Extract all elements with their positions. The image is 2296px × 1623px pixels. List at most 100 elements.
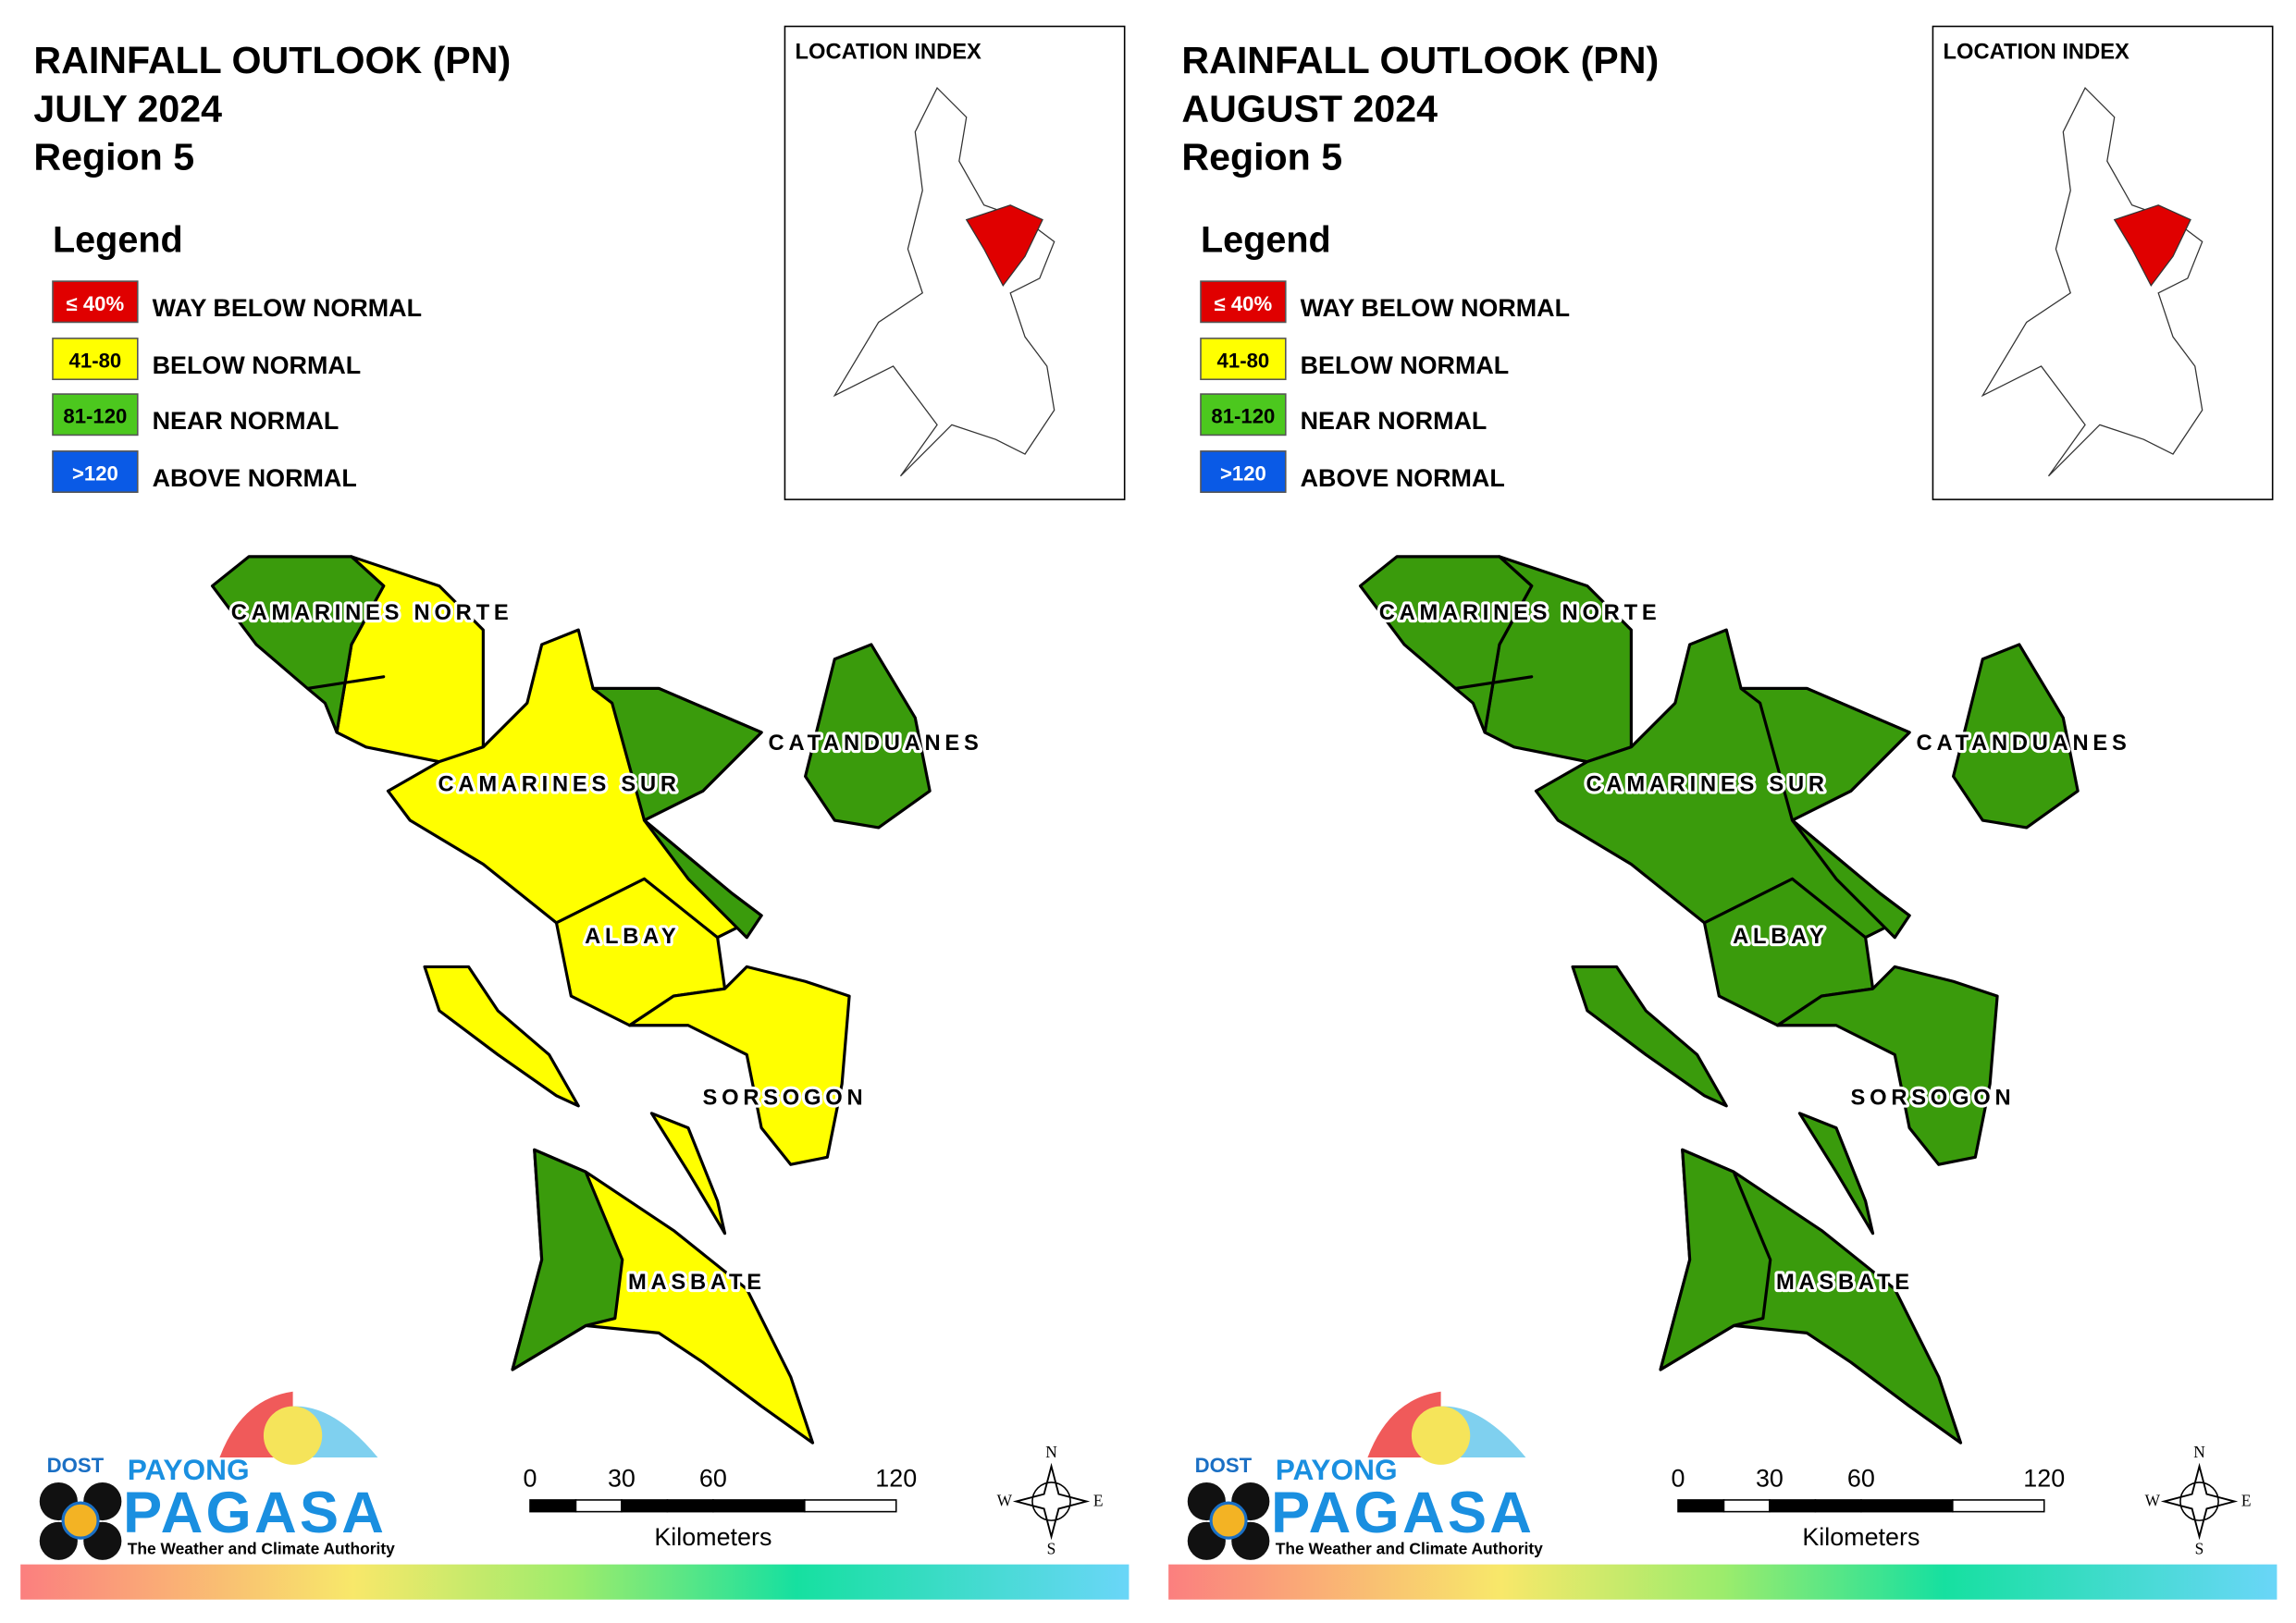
legend-range: 81-120 [1211, 405, 1275, 428]
legend-swatch [52, 450, 139, 493]
logo-dost: DOST [47, 1454, 105, 1477]
compass-ring [2179, 1482, 2219, 1521]
province-label: SORSOGON [1851, 1085, 2016, 1110]
province-label: CATANDUANES [769, 731, 983, 756]
scale-segment [1952, 1499, 2045, 1513]
logo-pagasa: PAGASA [1271, 1481, 1535, 1545]
legend-swatch [1200, 450, 1287, 493]
legend-label: NEAR NORMAL [153, 407, 339, 435]
legend-title: Legend [1201, 219, 1331, 260]
legend-swatch [52, 338, 139, 381]
compass-ring [1031, 1482, 1071, 1521]
title-line: RAINFALL OUTLOOK (PN) [1181, 39, 1659, 81]
title-line: Region 5 [33, 136, 194, 178]
province-shape [423, 965, 580, 1108]
province-shape [1571, 965, 1728, 1108]
compass-letter: S [1047, 1540, 1056, 1558]
compass-letter: N [2193, 1443, 2205, 1461]
compass-letter: E [2241, 1491, 2252, 1509]
compass-letter: S [2195, 1540, 2204, 1558]
logo-seal [61, 1501, 100, 1540]
province-label: CATANDUANES [1917, 731, 2131, 756]
legend-range: 41-80 [1217, 350, 1270, 373]
scale-tick-label: 120 [875, 1465, 917, 1493]
scale-tick-label: 120 [2023, 1465, 2065, 1493]
scale-segment [1769, 1499, 1817, 1513]
legend-label: BELOW NORMAL [153, 351, 362, 379]
province-label: CAMARINES NORTE [231, 600, 513, 625]
legend-title: Legend [53, 219, 183, 260]
province-label: CAMARINES SUR [438, 771, 681, 796]
province-label: ALBAY [1733, 924, 1828, 949]
scale-unit: Kilometers [1802, 1523, 1920, 1551]
province-label: MASBATE [1776, 1270, 1914, 1295]
scale-tick-label: 60 [699, 1465, 727, 1493]
legend-range: >120 [72, 462, 118, 486]
compass-letter: N [1045, 1443, 1057, 1461]
scale-segment [1722, 1499, 1771, 1513]
province-shape [1776, 965, 1999, 1166]
legend-swatch [52, 393, 139, 436]
province-shape [628, 965, 851, 1166]
scale-tick-label: 60 [1847, 1465, 1875, 1493]
logo-seal [1209, 1501, 1248, 1540]
scale-segment [1860, 1499, 1954, 1513]
scale-segment [666, 1499, 714, 1513]
province-label: ALBAY [585, 924, 680, 949]
scale-segment [529, 1499, 577, 1513]
scale-tick-label: 0 [524, 1465, 537, 1493]
province-shape [649, 1112, 727, 1236]
legend-label: NEAR NORMAL [1301, 407, 1487, 435]
logo-face [263, 1406, 323, 1465]
legend-range: 81-120 [63, 405, 127, 428]
province-shape [1952, 643, 2080, 830]
province-shape [1797, 1112, 1875, 1236]
title-line: AUGUST 2024 [1181, 87, 1438, 129]
compass-rose [2160, 1462, 2239, 1541]
legend-label: BELOW NORMAL [1301, 351, 1510, 379]
scale-segment [621, 1499, 669, 1513]
compass-letter: W [2145, 1491, 2161, 1509]
scale-segment [804, 1499, 897, 1513]
province-shape [1358, 555, 1534, 734]
scale-segment [574, 1499, 623, 1513]
legend-swatch [52, 280, 139, 324]
province-label: CAMARINES NORTE [1379, 600, 1661, 625]
scale-tick-label: 30 [608, 1465, 636, 1493]
region-highlight [965, 204, 1043, 288]
province-shape [511, 1148, 624, 1371]
location-index-title: LOCATION INDEX [1944, 39, 2130, 64]
legend-label: WAY BELOW NORMAL [1301, 294, 1570, 322]
logo-payong: PAYONG [1276, 1453, 1398, 1486]
color-band [20, 1564, 1129, 1600]
legend-range: 41-80 [69, 350, 122, 373]
legend-swatch [1200, 338, 1287, 381]
panel: RAINFALL OUTLOOK (PN) AUGUST 2024 Region 5… [1168, 25, 2277, 1600]
legend-range: ≤ 40% [67, 292, 125, 315]
province-label: SORSOGON [703, 1085, 868, 1110]
province-label: CAMARINES SUR [1586, 771, 1829, 796]
scale-segment [1814, 1499, 1862, 1513]
logo-payong: PAYONG [128, 1453, 250, 1486]
scale-segment [712, 1499, 806, 1513]
scale-segment [1677, 1499, 1725, 1513]
province-shape [804, 643, 932, 830]
compass-letter: E [1093, 1491, 1104, 1509]
logo-dost: DOST [1195, 1454, 1253, 1477]
legend-label: ABOVE NORMAL [153, 464, 357, 492]
province-label: MASBATE [628, 1270, 766, 1295]
legend-range: >120 [1220, 462, 1266, 486]
panel: RAINFALL OUTLOOK (PN) JULY 2024 Region 5 Le… [20, 25, 1129, 1600]
scale-unit: Kilometers [654, 1523, 772, 1551]
logo-tagline: The Weather and Climate Authority [128, 1540, 395, 1558]
color-band [1168, 1564, 2277, 1600]
province-shape [1659, 1148, 1772, 1371]
legend-label: WAY BELOW NORMAL [153, 294, 422, 322]
region-highlight [2113, 204, 2191, 288]
province-shape [210, 555, 386, 734]
legend-swatch [1200, 280, 1287, 324]
legend-range: ≤ 40% [1215, 292, 1273, 315]
logo-pagasa: PAGASA [123, 1481, 387, 1545]
legend-swatch [1200, 393, 1287, 436]
